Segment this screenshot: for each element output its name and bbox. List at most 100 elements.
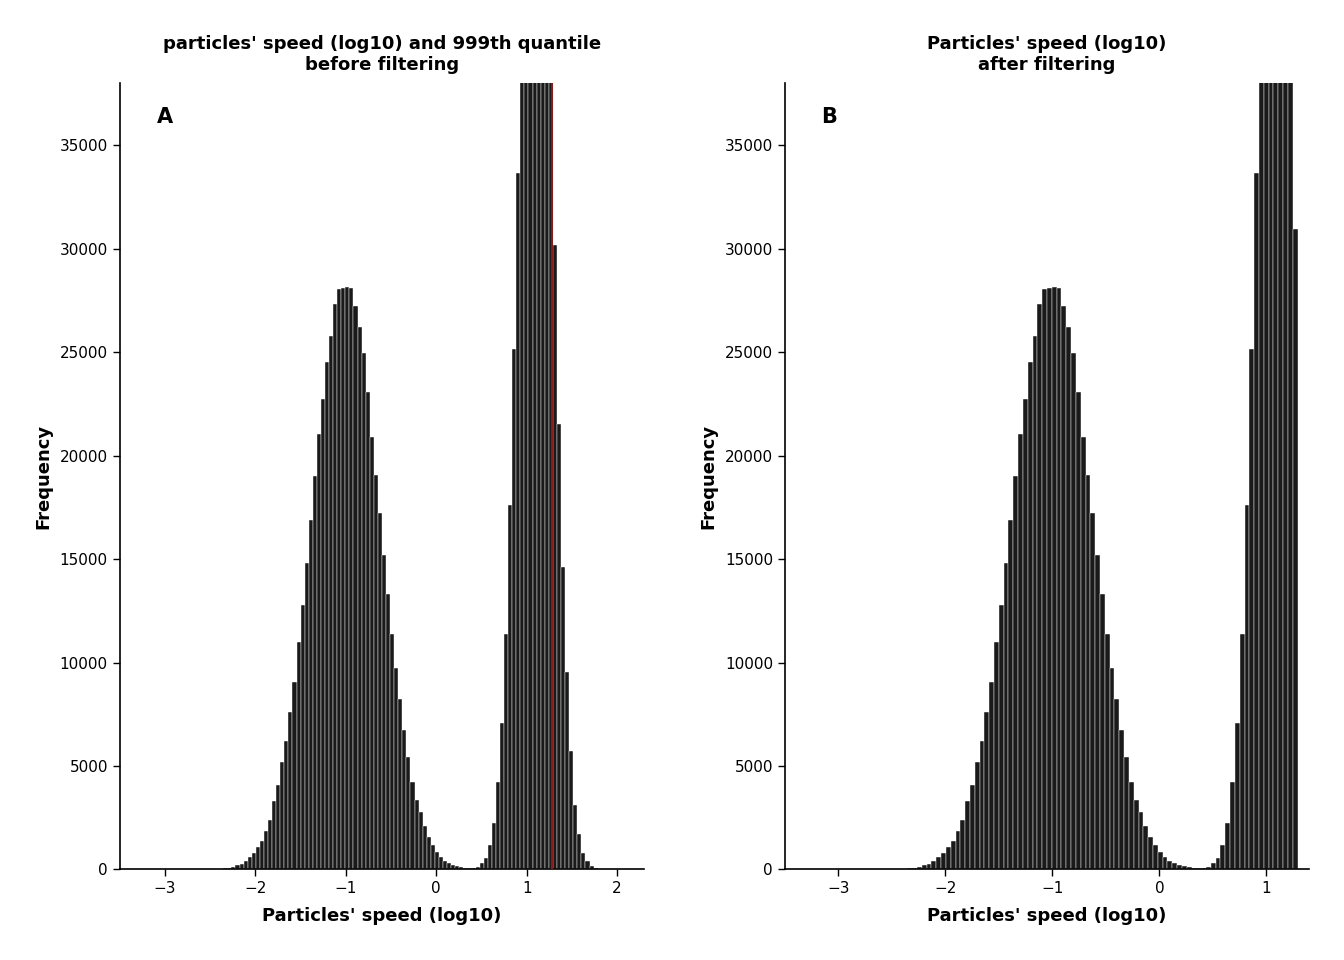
Bar — [1019, 434, 1023, 870]
Bar — [390, 634, 394, 870]
Bar — [564, 672, 569, 870]
Bar — [1038, 304, 1042, 870]
Bar — [321, 398, 325, 870]
Bar — [435, 852, 439, 870]
Bar — [472, 868, 476, 870]
X-axis label: Particles' speed (log10): Particles' speed (log10) — [927, 907, 1167, 925]
Bar — [1284, 0, 1288, 870]
Bar — [980, 741, 984, 870]
Bar — [1153, 846, 1157, 870]
Bar — [965, 801, 970, 870]
Bar — [931, 861, 937, 870]
Bar — [309, 519, 313, 870]
Bar — [239, 864, 243, 870]
Bar — [263, 830, 267, 870]
Bar — [456, 866, 460, 870]
Bar — [468, 868, 472, 870]
Bar — [267, 820, 271, 870]
Bar — [1230, 781, 1235, 870]
Bar — [349, 288, 353, 870]
Bar — [913, 868, 917, 870]
Bar — [1168, 860, 1172, 870]
Bar — [950, 841, 956, 870]
Bar — [1269, 0, 1273, 870]
Bar — [427, 837, 431, 870]
Bar — [569, 752, 574, 870]
Bar — [382, 555, 386, 870]
Bar — [1254, 173, 1259, 870]
Bar — [317, 434, 321, 870]
Bar — [448, 863, 452, 870]
Bar — [1239, 635, 1245, 870]
Bar — [520, 0, 524, 870]
Bar — [922, 865, 926, 870]
Bar — [414, 800, 418, 870]
Bar — [1008, 519, 1013, 870]
Bar — [422, 827, 427, 870]
Bar — [995, 641, 999, 870]
Bar — [946, 847, 950, 870]
Bar — [431, 846, 435, 870]
Bar — [301, 605, 305, 870]
Bar — [926, 864, 931, 870]
Bar — [1245, 506, 1250, 870]
Bar — [956, 830, 961, 870]
Bar — [937, 857, 941, 870]
Bar — [578, 834, 582, 870]
Bar — [406, 757, 410, 870]
Bar — [293, 683, 297, 870]
Text: A: A — [156, 107, 172, 127]
Bar — [556, 423, 560, 870]
Bar — [374, 475, 378, 870]
Bar — [1134, 800, 1138, 870]
Bar — [1110, 667, 1114, 870]
Bar — [504, 635, 508, 870]
Bar — [1206, 867, 1211, 870]
Bar — [512, 348, 516, 870]
Bar — [508, 506, 512, 870]
Bar — [1177, 865, 1181, 870]
Bar — [1090, 513, 1095, 870]
Bar — [313, 476, 317, 870]
Bar — [548, 63, 552, 870]
Bar — [362, 353, 366, 870]
Bar — [999, 605, 1004, 870]
Bar — [345, 286, 349, 870]
Bar — [586, 861, 590, 870]
Bar — [582, 853, 586, 870]
Bar — [496, 781, 500, 870]
Bar — [1095, 555, 1099, 870]
Bar — [460, 868, 464, 870]
Bar — [1138, 812, 1144, 870]
Bar — [532, 0, 536, 870]
Bar — [1148, 837, 1153, 870]
Bar — [1192, 868, 1196, 870]
Bar — [1028, 362, 1032, 870]
Title: particles' speed (log10) and 999th quantile
before filtering: particles' speed (log10) and 999th quant… — [163, 35, 601, 74]
Bar — [337, 289, 341, 870]
Bar — [594, 868, 598, 870]
Bar — [353, 306, 358, 870]
Bar — [1196, 868, 1202, 870]
Bar — [223, 868, 227, 870]
Bar — [1202, 868, 1206, 870]
Bar — [285, 741, 289, 870]
Bar — [1172, 863, 1177, 870]
Bar — [1105, 634, 1110, 870]
Bar — [341, 288, 345, 870]
Bar — [480, 863, 484, 870]
Bar — [410, 781, 414, 870]
Bar — [528, 0, 532, 870]
Bar — [418, 812, 422, 870]
Bar — [1293, 228, 1297, 870]
Bar — [1042, 289, 1047, 870]
Bar — [1062, 306, 1066, 870]
Y-axis label: Frequency: Frequency — [700, 423, 718, 529]
Bar — [402, 730, 406, 870]
X-axis label: Particles' speed (log10): Particles' speed (log10) — [262, 907, 501, 925]
Bar — [1023, 398, 1028, 870]
Bar — [516, 173, 520, 870]
Bar — [970, 784, 974, 870]
Bar — [378, 513, 382, 870]
Bar — [544, 0, 548, 870]
